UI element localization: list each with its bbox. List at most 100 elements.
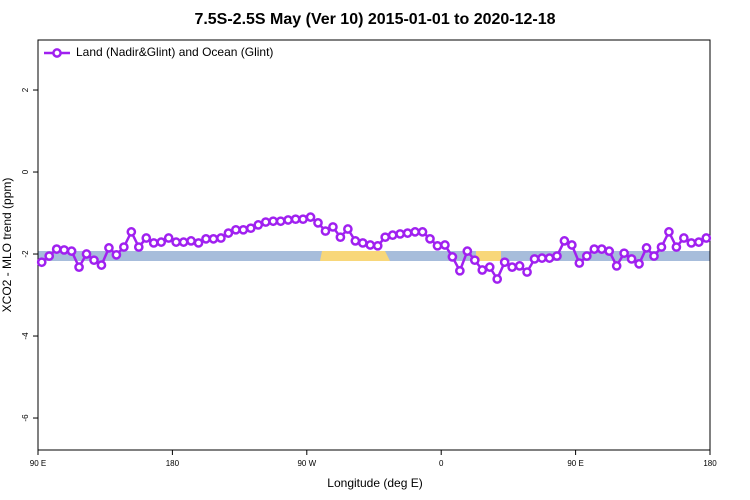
data-point xyxy=(305,212,316,222)
data-point xyxy=(201,234,211,244)
x-axis-label: Longitude (deg E) xyxy=(327,476,422,490)
data-point xyxy=(163,233,174,243)
data-point xyxy=(126,227,137,237)
data-point xyxy=(447,252,458,262)
land-patch xyxy=(476,251,501,261)
data-point xyxy=(253,220,264,230)
data-point xyxy=(604,246,615,256)
data-point xyxy=(178,237,189,247)
data-point xyxy=(156,237,167,247)
data-point xyxy=(469,255,480,266)
data-point xyxy=(559,236,570,246)
legend: Land (Nadir&Glint) and Ocean (Glint) xyxy=(44,45,273,59)
surface-band xyxy=(38,251,710,261)
data-point xyxy=(231,224,241,235)
data-point xyxy=(484,262,495,272)
data-point xyxy=(544,253,555,263)
data-point xyxy=(51,244,62,254)
x-tick-label: 0 xyxy=(439,459,444,468)
x-tick-label: 90 E xyxy=(567,459,583,468)
data-point xyxy=(193,238,204,248)
data-point xyxy=(440,240,450,250)
data-point xyxy=(89,255,99,266)
data-point xyxy=(664,227,674,237)
data-point xyxy=(141,233,152,243)
data-point xyxy=(357,238,368,248)
chart-title: 7.5S-2.5S May (Ver 10) 2015-01-01 to 202… xyxy=(194,11,555,28)
data-point xyxy=(679,233,689,243)
data-point xyxy=(462,246,473,256)
data-point xyxy=(290,214,301,225)
data-point xyxy=(589,244,600,254)
plot-frame xyxy=(37,39,711,451)
data-point xyxy=(567,240,577,250)
data-point xyxy=(581,251,592,261)
data-point xyxy=(402,228,413,238)
data-point xyxy=(499,257,510,268)
legend-marker xyxy=(52,48,62,58)
x-tick-label: 180 xyxy=(703,459,717,468)
data-point xyxy=(522,267,532,277)
data-point xyxy=(260,217,271,227)
data-point xyxy=(36,257,47,268)
data-point xyxy=(320,226,331,236)
data-point xyxy=(238,224,249,235)
data-point xyxy=(686,238,697,248)
data-point xyxy=(507,262,517,272)
data-point xyxy=(596,244,607,254)
data-point xyxy=(372,240,383,251)
y-tick-label: -4 xyxy=(21,332,30,340)
data-point xyxy=(634,259,644,269)
data-point xyxy=(641,243,652,253)
data-point xyxy=(365,240,376,250)
data-point xyxy=(298,214,308,225)
data-point xyxy=(66,246,77,256)
data-point xyxy=(417,227,428,237)
data-point xyxy=(693,237,704,247)
data-point xyxy=(119,242,129,252)
data-point xyxy=(626,254,637,264)
data-point xyxy=(514,261,525,271)
data-point xyxy=(537,253,547,263)
data-point xyxy=(387,230,398,241)
data-point xyxy=(380,232,391,243)
y-tick-label: -2 xyxy=(21,250,30,258)
data-point xyxy=(492,274,503,284)
y-tick-label: 0 xyxy=(21,169,30,174)
data-point xyxy=(44,251,55,261)
data-point xyxy=(59,245,69,255)
data-point xyxy=(186,236,196,246)
data-point xyxy=(529,254,540,264)
data-point xyxy=(432,240,443,251)
x-tick-label: 180 xyxy=(166,459,180,468)
data-point xyxy=(111,249,122,260)
data-point xyxy=(81,249,92,259)
data-point xyxy=(350,236,361,246)
data-point xyxy=(275,216,286,227)
data-point xyxy=(410,227,420,237)
data-point xyxy=(477,265,488,275)
data-point xyxy=(313,218,323,228)
data-point xyxy=(133,242,144,252)
y-tick-label: 2 xyxy=(21,87,30,92)
data-point xyxy=(552,251,562,261)
data-point xyxy=(395,229,405,239)
data-point xyxy=(701,233,712,243)
data-point xyxy=(425,234,435,244)
data-point xyxy=(223,228,234,238)
data-point xyxy=(328,222,338,232)
data-point xyxy=(656,242,667,252)
data-point xyxy=(455,265,465,276)
data-point xyxy=(611,261,622,271)
data-point xyxy=(208,234,219,244)
data-point xyxy=(335,232,346,243)
data-point xyxy=(574,258,585,268)
data-point xyxy=(148,238,159,248)
data-point xyxy=(245,223,256,234)
data-point xyxy=(671,242,682,252)
data-point xyxy=(283,215,293,225)
data-point xyxy=(96,260,107,270)
land-patch xyxy=(320,251,390,261)
